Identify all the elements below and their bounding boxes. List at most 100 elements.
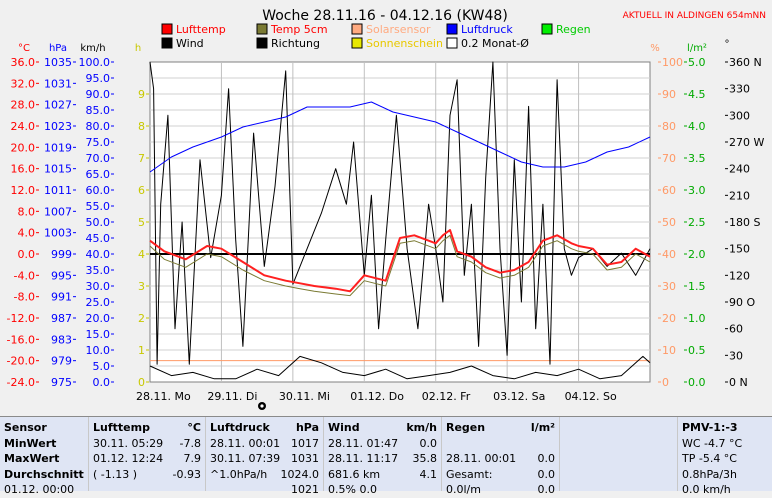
summary-col-sensor: Sensor MinWert MaxWert Durchschnitt 01.1…	[0, 417, 88, 496]
summary-col-luftdruck: Luftdruck hPa 28.11. 00:01 1017 30.11. 07:…	[205, 417, 323, 496]
series-lines	[149, 61, 651, 380]
temp-tick-label: -12.0	[7, 312, 35, 325]
temp-tick-label: 20.0	[11, 141, 36, 154]
wind-tick-label: 5.0	[93, 360, 111, 373]
press-tick-label: 1035	[44, 56, 72, 69]
regen-unit: l/m²	[530, 421, 555, 434]
wind-tick-label: 25.0	[86, 296, 111, 309]
legend-swatch	[351, 37, 363, 49]
temp-tick-label: 0.0	[18, 248, 36, 261]
legend-label: 0.2 Monat-Ø	[461, 37, 529, 50]
wind-tick-label: 40.0	[86, 248, 111, 261]
wind-tick-label: 60.0	[86, 184, 111, 197]
luftdruck-avg-value: 1024.0	[280, 467, 320, 481]
axes: 36.032.028.024.020.016.012.08.04.00.0-4.…	[7, 56, 765, 389]
legend-swatch	[351, 23, 363, 35]
rain-tick-label: 3.5	[688, 152, 706, 165]
wind-tick-label: 95.0	[86, 72, 111, 85]
x-tick-label: 04.12. So	[565, 390, 617, 403]
legend-swatch	[256, 37, 268, 49]
percent-tick-label: 100	[662, 56, 683, 69]
temp-tick-label: 4.0	[18, 227, 36, 240]
hours-tick-label: 4	[138, 248, 145, 261]
wind-max-time: 28.11. 11:17	[328, 452, 399, 465]
hours-tick-label: 8	[138, 120, 145, 133]
legend-label: Temp 5cm	[270, 23, 328, 36]
wind-distance: 681.6 km	[328, 467, 381, 481]
chart-title: Woche 28.11.16 - 04.12.16 (KW48)	[262, 8, 508, 24]
press-tick-label: 987	[51, 312, 72, 325]
hours-axis-unit: h	[135, 43, 141, 54]
percent-tick-label: 20	[662, 312, 676, 325]
press-tick-label: 983	[51, 333, 72, 346]
series-richtung	[149, 61, 651, 365]
temp-tick-label: 8.0	[18, 205, 36, 218]
hours-tick-label: 2	[138, 312, 145, 325]
x-tick-label: 01.12. Do	[350, 390, 404, 403]
dir-tick-label: 0 N	[729, 376, 748, 389]
temp-tick-label: -16.0	[7, 333, 35, 346]
hours-tick-label: 6	[138, 184, 145, 197]
wind-tick-label: 15.0	[86, 328, 111, 341]
wind-max-value: 35.8	[412, 452, 438, 465]
legend-swatch	[256, 23, 268, 35]
press-tick-label: 1027	[44, 99, 72, 112]
press-tick-label: 991	[51, 291, 72, 304]
legend-label: Solarsensor	[366, 23, 431, 36]
rain-tick-label: 1.5	[688, 280, 706, 293]
lufttemp-unit: °C	[187, 421, 201, 434]
percent-tick-label: 40	[662, 248, 676, 261]
dir-tick-label: 180 S	[729, 216, 760, 229]
pmv-press-trend: 0.8hPa/3h	[682, 467, 738, 481]
rain-tick-label: 1.0	[688, 312, 706, 325]
regen-max-time: 28.11. 00:01	[446, 452, 517, 465]
wind-tick-label: 50.0	[86, 216, 111, 229]
summary-col-regen: Regen l/m² 28.11. 00:01 0.0 Gesamt: 0.0 0.0…	[441, 417, 559, 496]
dir-tick-label: 120	[729, 269, 750, 282]
temp-tick-label: 32.0	[11, 77, 36, 90]
luftdruck-max-value: 1031	[291, 452, 319, 465]
legend-label: Luftdruck	[461, 23, 513, 36]
temp-tick-label: 16.0	[11, 163, 36, 176]
legend-swatch	[446, 23, 458, 35]
dir-tick-label: 210	[729, 189, 750, 202]
press-tick-label: 999	[51, 248, 72, 261]
press-tick-label: 1007	[44, 205, 72, 218]
dir-tick-label: 90 O	[729, 296, 755, 309]
regen-total-value: 0.0	[537, 467, 556, 481]
x-axis-labels: 28.11. Mo 29.11. Di 30.11. Mi 01.12. Do 02.1…	[136, 390, 617, 403]
x-tick-label: 03.12. Sa	[493, 390, 545, 403]
legend: Lufttemp Temp 5cm Solarsensor Luftdruck Rege…	[161, 23, 591, 50]
percent-tick-label: 90	[662, 88, 676, 101]
temp-tick-label: -24.0	[7, 376, 35, 389]
hours-tick-label: 5	[138, 216, 145, 229]
summary-col-lufttemp: Lufttemp °C 30.11. 05:29 -7.8 01.12. 12:24…	[88, 417, 205, 491]
wind-tick-label: 35.0	[86, 264, 111, 277]
rain-tick-label: 2.5	[688, 216, 706, 229]
press-tick-label: 1031	[44, 77, 72, 90]
temp-tick-label: -20.0	[7, 355, 35, 368]
legend-label: Lufttemp	[176, 23, 226, 36]
legend-label: Richtung	[271, 37, 320, 50]
wind-tick-label: 85.0	[86, 104, 111, 117]
press-tick-label: 1011	[44, 184, 72, 197]
wind-header: Wind	[328, 421, 360, 434]
wind-tick-label: 10.0	[86, 344, 111, 357]
temp-tick-label: 12.0	[11, 184, 36, 197]
x-tick-label: 02.12. Fr	[422, 390, 471, 403]
wind-avg-value: 4.1	[419, 467, 438, 481]
lufttemp-avg-value: -0.93	[172, 467, 201, 481]
hours-tick-label: 0	[138, 376, 145, 389]
axis-units: °C hPa km/h h % l/m² °	[18, 39, 729, 54]
regen-max-value: 0.0	[537, 452, 556, 465]
temp-axis-unit: °C	[18, 43, 30, 54]
station-label: AKTUELL IN ALDINGEN 654mNN	[623, 11, 766, 21]
hours-tick-label: 7	[138, 152, 145, 165]
wind-unit: km/h	[406, 421, 437, 434]
luftdruck-min-time: 28.11. 00:01	[210, 436, 281, 450]
rain-axis-unit: l/m²	[687, 43, 707, 54]
temp-tick-label: -8.0	[14, 291, 35, 304]
wind-axis-unit: km/h	[80, 43, 105, 54]
press-tick-label: 975	[51, 376, 72, 389]
max-label: MaxWert	[4, 452, 60, 465]
